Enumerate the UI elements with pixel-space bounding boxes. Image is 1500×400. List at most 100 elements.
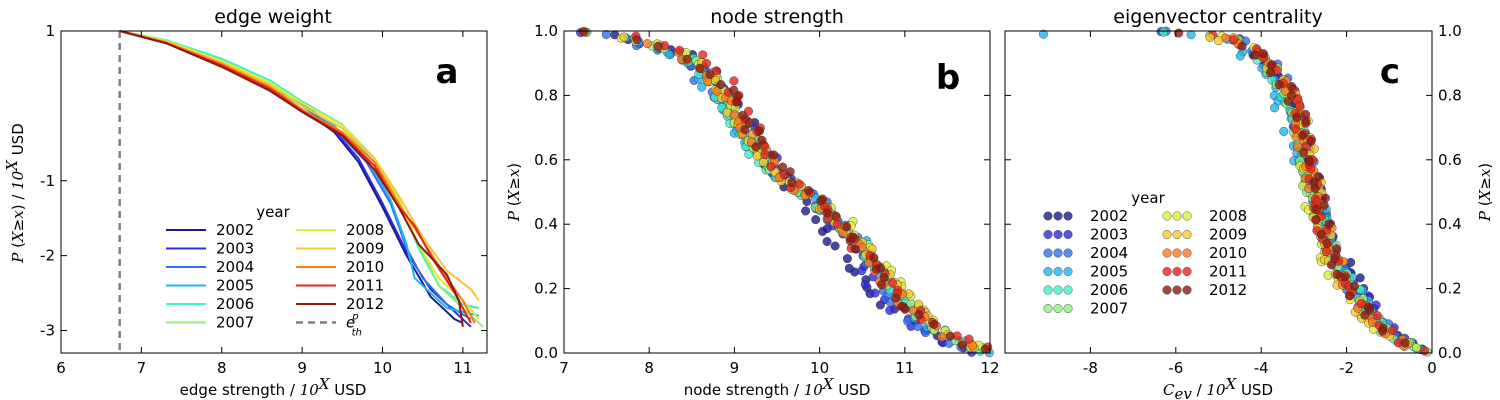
panel-c-outlier-point	[1205, 32, 1215, 42]
panel-b-point-2012	[740, 124, 750, 134]
panel-a-frame	[60, 30, 488, 354]
panel-a-title: edge weight	[214, 6, 332, 28]
panel-b-point-2012	[757, 135, 767, 145]
panel-b-ytick-label: 0.4	[534, 215, 558, 233]
legend-marker-2009	[1162, 229, 1172, 239]
panel-a-xtick-label: 11	[453, 359, 472, 377]
panel-b-point-2004	[601, 30, 611, 40]
panel-b-point-2011	[794, 179, 804, 189]
panel-b-point-2012	[816, 195, 826, 205]
panel-b-frame	[563, 30, 991, 354]
legend-marker-2003	[1063, 229, 1073, 239]
panel-a-series	[119, 30, 484, 328]
legend-label-2003: 2003	[216, 240, 254, 258]
panel-c-point-2012	[1400, 338, 1410, 348]
legend-label-2007: 2007	[216, 314, 254, 332]
legend-label-2005: 2005	[1090, 263, 1128, 281]
panel-b-points	[576, 27, 994, 358]
legend-marker-2002	[1043, 211, 1053, 221]
panel-c-ytick-label: 0.4	[1438, 215, 1462, 233]
panel-b-point-2012	[751, 142, 761, 152]
panel-c-point-2012	[1322, 239, 1332, 249]
panel-c-ytick-label: 0.6	[1438, 151, 1462, 169]
panel-c-point-2012	[1283, 96, 1293, 106]
panel-c-frame	[1004, 30, 1433, 354]
panel-c-legend: year 20022003200420052006200720082009201…	[1043, 189, 1247, 318]
legend-marker-2007	[1063, 304, 1073, 314]
panel-a: edge weight 6 7 8 9 10 111-1-2-3 a edge stren…	[3, 6, 488, 399]
legend-label-2010: 2010	[1209, 244, 1247, 262]
panel-c-ytick-label: 0.8	[1438, 86, 1462, 104]
panel-c-point-2005	[1235, 51, 1245, 61]
panel-b-point-2012	[914, 310, 924, 320]
panel-a-ytick-label: -3	[40, 322, 55, 340]
legend-marker-2009	[1182, 229, 1192, 239]
panel-c-point-2011	[1291, 124, 1301, 134]
legend-marker-2004	[1053, 248, 1063, 258]
panel-c-outlier-point	[1213, 36, 1223, 46]
panel-b-point-2012	[900, 304, 910, 314]
panel-b-point-2012	[957, 340, 967, 350]
panel-b-xtick-label: 7	[559, 359, 569, 377]
panel-b-xtick-label: 11	[895, 359, 914, 377]
legend-label-2003: 2003	[1090, 226, 1128, 244]
panel-b-point-2002	[822, 236, 832, 246]
panel-a-ytick-label: -1	[40, 172, 55, 190]
panel-b-point-2012	[945, 331, 955, 341]
panel-c-point-2012	[1377, 326, 1387, 336]
panel-c: eigenvector centrality -8 -6 -4 -2 00.0 0.2 0.…	[1004, 6, 1494, 400]
panel-c-point-2011	[1295, 101, 1305, 111]
panel-b-point-2002	[842, 254, 852, 264]
panel-b-point-2009	[619, 32, 629, 42]
panel-c-xtick-label: -4	[1254, 359, 1269, 377]
panel-a-xtick-label: 10	[373, 359, 392, 377]
panel-b-point-2009	[752, 151, 762, 161]
panel-c-point-2006	[1158, 27, 1168, 37]
legend-label-2004: 2004	[216, 258, 254, 276]
panel-c-point-2012	[1299, 147, 1309, 157]
panel-b-point-2012	[804, 185, 814, 195]
panel-c-point-2012	[1274, 80, 1284, 90]
panel-a-label: a	[436, 52, 459, 92]
legend-label-2011: 2011	[1209, 263, 1247, 281]
legend-label-2011: 2011	[346, 277, 384, 295]
panel-c-point-2012	[1310, 183, 1320, 193]
legend-marker-2005	[1053, 267, 1063, 277]
panel-c-xtick-label: -2	[1339, 359, 1354, 377]
legend-marker-2002	[1053, 211, 1063, 221]
panel-b: node strength 7 8 9 10 11 12 0.0 0.2 0.4 0.6 0.8 1.…	[505, 6, 1000, 399]
panel-b-point-2012	[980, 344, 990, 354]
legend-marker-2012	[1162, 285, 1172, 295]
panel-b-point-2012	[769, 150, 779, 160]
panel-b-point-2012	[929, 319, 939, 329]
panel-c-point-2012	[1324, 219, 1334, 229]
panel-b-point-2002	[801, 206, 811, 216]
panel-b-xtick-label: 9	[730, 359, 740, 377]
panel-b-point-2011	[729, 76, 739, 86]
legend-label-2008: 2008	[346, 221, 384, 239]
legend-label-2009: 2009	[1209, 226, 1247, 244]
panel-c-point-2012	[1311, 215, 1321, 225]
panel-b-point-2012	[705, 69, 715, 79]
panel-b-ticks: 7 8 9 10 11 12 0.0 0.2 0.4 0.6 0.8 1.0	[534, 22, 999, 377]
panel-b-point-2002	[811, 215, 821, 225]
panel-b-point-2012	[632, 35, 642, 45]
panel-c-outlier-point	[1038, 29, 1048, 39]
panel-b-point-2012	[831, 211, 841, 221]
panel-b-point-2012	[845, 236, 855, 246]
panel-b-point-2012	[877, 280, 887, 290]
panel-b-xtick-label: 12	[980, 359, 999, 377]
panel-c-point-2012	[1265, 67, 1275, 77]
legend-marker-2010	[1172, 248, 1182, 258]
panel-b-point-2003	[860, 280, 870, 290]
panel-c-point-2012	[1292, 112, 1302, 122]
legend-marker-2005	[1043, 267, 1053, 277]
panel-b-point-2010	[937, 332, 947, 342]
legend-label-2007: 2007	[1090, 300, 1128, 318]
panel-b-point-2012	[732, 97, 742, 107]
legend-label-2005: 2005	[216, 277, 254, 295]
panel-b-xtick-label: 10	[810, 359, 829, 377]
panel-b-point-2011	[702, 58, 712, 68]
legend-label-2002: 2002	[216, 221, 254, 239]
legend-label-2002: 2002	[1090, 207, 1128, 225]
